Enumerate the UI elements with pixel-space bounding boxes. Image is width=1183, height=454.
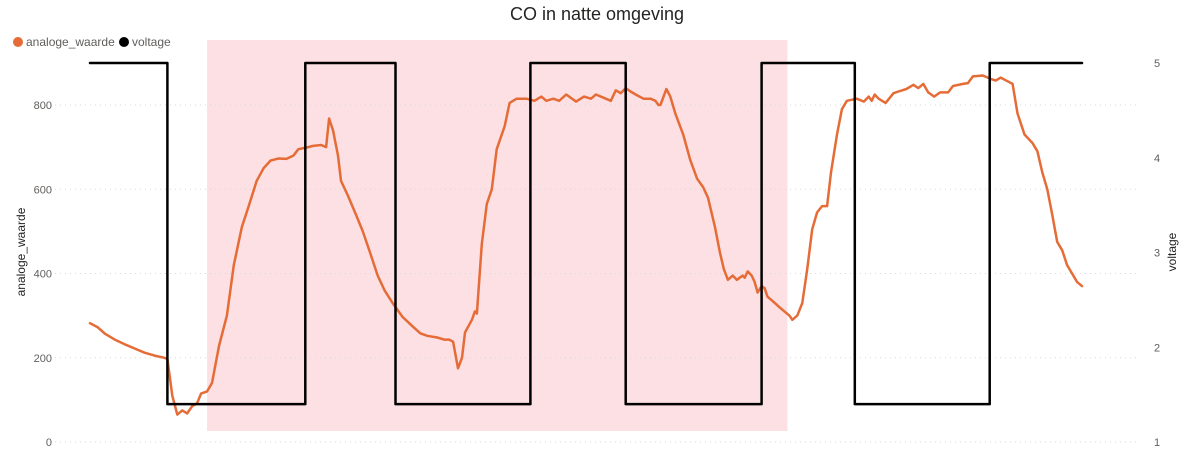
legend: analoge_waarde voltage	[13, 35, 171, 49]
y-right-tick-4: 4	[1154, 153, 1160, 165]
y-left-tick-800: 800	[34, 100, 52, 112]
highlight-band	[207, 40, 788, 431]
y-right-tick-5: 5	[1154, 58, 1160, 70]
y-right-tick-1: 1	[1154, 437, 1160, 449]
y-right-axis-title: voltage	[1165, 232, 1179, 271]
series-line-voltage	[88, 61, 1084, 406]
legend-label-voltage: voltage	[132, 35, 171, 49]
y-left-tick-600: 600	[34, 184, 52, 196]
series-line-analoge-waarde	[88, 74, 1084, 416]
y-left-tick-0: 0	[46, 437, 52, 449]
y-right-tick-3: 3	[1154, 248, 1160, 260]
y-left-axis-title: analoge_waarde	[14, 207, 28, 296]
legend-marker-analoge-waarde	[13, 37, 23, 47]
y-right-tick-2: 2	[1154, 342, 1160, 354]
legend-marker-voltage	[119, 37, 129, 47]
chart-title: CO in natte omgeving	[510, 4, 684, 24]
y-left-tick-400: 400	[34, 269, 52, 281]
y-left-tick-200: 200	[34, 353, 52, 365]
legend-label-analoge-waarde: analoge_waarde	[26, 35, 115, 49]
